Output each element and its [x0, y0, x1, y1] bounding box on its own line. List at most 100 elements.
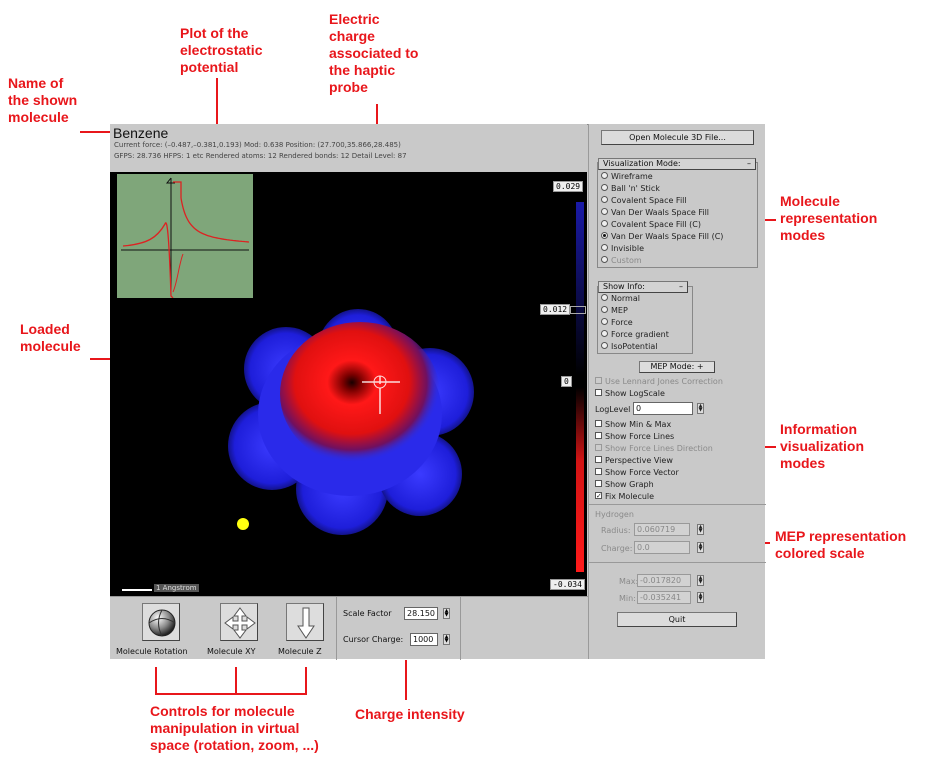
molecule-render [122, 309, 474, 591]
show-info-option[interactable]: IsoPotential [601, 341, 657, 352]
option-checkbox[interactable]: Perspective View [595, 455, 673, 466]
scale-factor-label: Scale Factor [343, 609, 392, 618]
molecule-xy-button[interactable] [220, 603, 258, 641]
annotation-info-modes: Information visualization modes [780, 421, 865, 471]
radius-spinner[interactable]: ▲ ▼ [697, 524, 704, 535]
collapse-icon: – [679, 282, 683, 291]
molecule-rotation-label: Molecule Rotation [116, 647, 188, 656]
cursor-charge-input[interactable]: 1000 [410, 633, 438, 646]
annotation-line-controls-h [155, 693, 307, 695]
loglevel-label: LogLevel [595, 405, 631, 414]
option-checkbox-label: Show Force Lines [605, 432, 675, 441]
show-info-option[interactable]: MEP [601, 305, 628, 316]
vis-mode-option[interactable]: Invisible [601, 243, 644, 254]
hydrogen-label: Hydrogen [595, 510, 634, 519]
status-line-render: GFPS: 28.736 HFPS: 1 etc Rendered atoms:… [114, 152, 407, 160]
mep-mode-button[interactable]: MEP Mode: + [639, 361, 715, 373]
option-checkbox[interactable]: Show Force Lines [595, 431, 674, 442]
open-molecule-button[interactable]: Open Molecule 3D File... [601, 130, 754, 145]
molecule-rotation-button[interactable] [142, 603, 180, 641]
radio-button-icon [601, 208, 608, 215]
max-input[interactable]: -0.017820 [637, 574, 691, 587]
molecule-viewport[interactable]: Benzene Current force: (–0.487,–0.381,0.… [110, 124, 587, 596]
show-info-option-label: Force [611, 318, 633, 327]
annotation-loaded: Loaded molecule [20, 321, 81, 354]
annotation-mep-scale: MEP representation colored scale [775, 528, 907, 561]
vis-mode-option[interactable]: Van Der Waals Space Fill [601, 207, 709, 218]
visualization-mode-dropdown[interactable]: Visualization Mode: – [598, 158, 756, 170]
min-spinner[interactable]: ▲ ▼ [697, 592, 704, 603]
loglevel-input[interactable]: 0 [633, 402, 693, 415]
vis-mode-option-label: Van Der Waals Space Fill [611, 208, 710, 217]
charge-label: Charge: [601, 544, 633, 553]
molecule-name: Benzene [113, 125, 169, 141]
scale-min-label: -0.034 [550, 579, 585, 590]
min-input[interactable]: -0.035241 [637, 591, 691, 604]
show-info-option[interactable]: Force [601, 317, 633, 328]
option-checkbox[interactable]: Show Min & Max [595, 419, 671, 430]
vis-mode-option[interactable]: Covalent Space Fill (C) [601, 219, 701, 230]
molecule-xy-label: Molecule XY [207, 647, 256, 656]
vis-mode-option-label: Van Der Waals Space Fill (C) [611, 232, 724, 241]
vis-mode-option[interactable]: Covalent Space Fill [601, 195, 687, 206]
annotation-repr-modes: Molecule representation modes [780, 193, 878, 243]
show-info-option-label: MEP [611, 306, 628, 315]
radius-input[interactable]: 0.060719 [634, 523, 690, 536]
option-checkbox-label: Show Force Lines Direction [605, 444, 713, 453]
annotation-molecule-name: Name of the shown molecule [8, 75, 78, 125]
haptic-probe-cursor [362, 375, 400, 414]
option-checkbox: Show Force Lines Direction [595, 443, 713, 454]
charge-input[interactable]: 0.0 [634, 541, 690, 554]
option-checkbox: Use Lennard Jones Correction [595, 376, 723, 387]
visualization-mode-title: Visualization Mode: [603, 159, 681, 168]
show-info-title: Show Info: [603, 282, 645, 291]
radio-button-icon [601, 294, 608, 301]
option-checkbox[interactable]: Show LogScale [595, 388, 665, 399]
radio-button-icon [601, 220, 608, 227]
checkbox-icon [595, 432, 602, 439]
show-info-option[interactable]: Force gradient [601, 329, 669, 340]
loglevel-spinner[interactable]: ▲ ▼ [697, 403, 704, 414]
checkbox-icon: ✓ [595, 492, 602, 500]
option-checkbox[interactable]: ✓ Fix Molecule [595, 491, 654, 502]
potential-plot [117, 174, 253, 299]
rotation-sphere-icon [148, 609, 176, 637]
checkbox-icon [595, 456, 602, 463]
radio-button-icon [601, 342, 608, 349]
radio-button-icon [601, 172, 608, 179]
vis-mode-option: Custom [601, 255, 642, 266]
red-region [280, 322, 440, 466]
scale-factor-input[interactable]: 28.150 [404, 607, 438, 620]
option-checkbox[interactable]: Show Force Vector [595, 467, 679, 478]
charge-spinner[interactable]: ▲ ▼ [697, 542, 704, 553]
molecule-z-button[interactable] [286, 603, 324, 641]
status-line-force: Current force: (–0.487,–0.381,0.193) Mod… [114, 141, 401, 149]
vis-mode-option-label: Covalent Space Fill [611, 196, 687, 205]
option-checkbox[interactable]: Show Graph [595, 479, 654, 490]
scale-factor-spinner[interactable]: ▲ ▼ [443, 608, 450, 619]
quit-button[interactable]: Quit [617, 612, 737, 627]
checkbox-icon [595, 480, 602, 487]
vis-mode-option[interactable]: Ball 'n' Stick [601, 183, 660, 194]
show-info-option-label: Force gradient [611, 330, 669, 339]
checkbox-icon [595, 420, 602, 427]
cursor-charge-spinner[interactable]: ▲ ▼ [443, 634, 450, 645]
annotation-line-controls-v1 [155, 667, 157, 695]
vis-mode-option[interactable]: Wireframe [601, 171, 653, 182]
option-checkbox-label: Show Graph [605, 480, 654, 489]
radius-label: Radius: [601, 526, 631, 535]
show-info-dropdown[interactable]: Show Info: – [598, 281, 688, 293]
vis-mode-option[interactable]: Van Der Waals Space Fill (C) [601, 231, 723, 242]
radio-button-icon [601, 232, 608, 239]
vis-mode-option-label: Custom [611, 256, 642, 265]
max-spinner[interactable]: ▲ ▼ [697, 575, 704, 586]
vis-mode-option-label: Ball 'n' Stick [611, 184, 660, 193]
control-panel: Open Molecule 3D File... Visualization M… [588, 124, 766, 659]
manipulation-toolbar: Molecule Rotation Molecule XY Molecule Z… [110, 596, 588, 660]
move-z-icon [297, 607, 315, 639]
divider [460, 597, 461, 660]
show-info-option[interactable]: Normal [601, 293, 640, 304]
annotation-line-charge-intensity [405, 660, 407, 700]
option-checkbox-label: Show Min & Max [605, 420, 672, 429]
vis-mode-option-label: Covalent Space Fill (C) [611, 220, 701, 229]
